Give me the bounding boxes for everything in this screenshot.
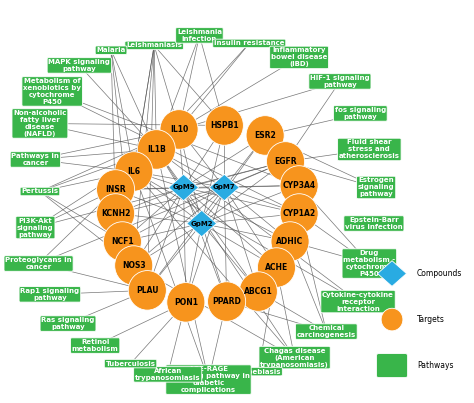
Ellipse shape [128,270,166,310]
Text: Pathways in
cancer: Pathways in cancer [11,153,59,166]
Text: Drug
metabolism -
cytochrome
P450: Drug metabolism - cytochrome P450 [343,250,395,277]
Text: IL10: IL10 [170,125,188,134]
Text: IL1B: IL1B [147,145,166,154]
Text: Estrogen
signaling
pathway: Estrogen signaling pathway [358,177,394,197]
Ellipse shape [239,272,277,312]
Text: Pertussis: Pertussis [21,189,58,195]
Text: GpM2: GpM2 [191,220,213,226]
Text: MAPK signaling
pathway: MAPK signaling pathway [48,59,110,72]
Text: ADHIC: ADHIC [276,237,304,246]
Text: EGFR: EGFR [274,157,297,166]
Text: Epstein-Barr
virus infection: Epstein-Barr virus infection [345,217,403,230]
Text: Ras signaling
pathway: Ras signaling pathway [41,317,95,330]
Ellipse shape [266,142,305,181]
Polygon shape [210,174,239,201]
Ellipse shape [280,194,318,233]
Text: African
trypanosomiasis: African trypanosomiasis [135,368,201,381]
Ellipse shape [280,166,318,205]
Text: KCNH2: KCNH2 [101,209,130,218]
Text: Amoebiasis: Amoebiasis [236,369,281,375]
Text: fos signaling
pathway: fos signaling pathway [335,107,386,120]
Text: Pathways: Pathways [417,361,454,370]
Text: GpM7: GpM7 [213,185,236,191]
Ellipse shape [271,222,309,261]
Text: INSR: INSR [105,185,126,194]
Text: PI3K-Akt
signaling
pathway: PI3K-Akt signaling pathway [17,218,54,237]
Text: PLAU: PLAU [136,286,159,295]
Text: Cytokine-cytokine
receptor
interaction: Cytokine-cytokine receptor interaction [322,291,394,312]
Polygon shape [169,174,199,201]
Ellipse shape [115,246,153,285]
Text: Retinol
metabolism: Retinol metabolism [72,339,118,352]
Text: Metabolism of
xenobiotics by
cytochrome
P450: Metabolism of xenobiotics by cytochrome … [23,78,81,105]
Ellipse shape [257,248,295,287]
Text: CYP3A4: CYP3A4 [283,181,316,190]
Text: CYP1A2: CYP1A2 [283,209,316,218]
Text: Chemical
carcinogenesis: Chemical carcinogenesis [297,325,356,338]
Text: ESR2: ESR2 [254,131,276,140]
Ellipse shape [137,130,175,169]
Polygon shape [377,261,407,287]
Text: IL6: IL6 [127,167,140,176]
Text: Malaria: Malaria [96,47,126,53]
Ellipse shape [97,170,135,209]
Ellipse shape [160,110,198,149]
Ellipse shape [167,283,205,322]
Ellipse shape [103,222,141,261]
Text: Fluid shear
stress and
atherosclerosis: Fluid shear stress and atherosclerosis [339,139,400,160]
Text: HSPB1: HSPB1 [210,121,239,130]
Text: PPARD: PPARD [212,297,241,306]
Text: Leishmania
infection: Leishmania infection [177,29,222,42]
Text: Compounds: Compounds [417,269,462,278]
Text: ACHE: ACHE [265,263,288,272]
Text: Proteoglycans in
cancer: Proteoglycans in cancer [5,257,72,270]
Text: AGE-RAGE
signaling pathway in
diabetic
complications: AGE-RAGE signaling pathway in diabetic c… [167,366,250,393]
Ellipse shape [381,308,403,331]
FancyBboxPatch shape [376,353,408,378]
Text: Targets: Targets [417,315,445,324]
Text: NCF1: NCF1 [111,237,134,246]
Text: Inflammatory
bowel disease
(IBD): Inflammatory bowel disease (IBD) [271,48,328,67]
Text: NOS3: NOS3 [122,261,146,270]
Ellipse shape [208,282,246,321]
Text: Tuberculosis: Tuberculosis [106,361,155,367]
Text: Chagas disease
(American
trypanosomiasis): Chagas disease (American trypanosomiasis… [260,347,329,368]
Text: insulin resistance: insulin resistance [214,40,284,46]
Text: Leishmaniasis: Leishmaniasis [126,42,182,48]
Ellipse shape [246,116,284,155]
Ellipse shape [97,194,135,233]
Text: GpM9: GpM9 [172,185,195,191]
Text: HIF-1 signaling
pathway: HIF-1 signaling pathway [310,75,370,88]
Ellipse shape [115,152,153,191]
Ellipse shape [205,106,243,145]
Text: ABCG1: ABCG1 [244,287,273,296]
Polygon shape [187,210,217,237]
Text: Non-alcoholic
fatty liver
disease
(NAFLD): Non-alcoholic fatty liver disease (NAFLD… [13,110,67,137]
Text: PON1: PON1 [174,298,198,307]
Text: Rap1 signaling
pathway: Rap1 signaling pathway [20,288,80,301]
